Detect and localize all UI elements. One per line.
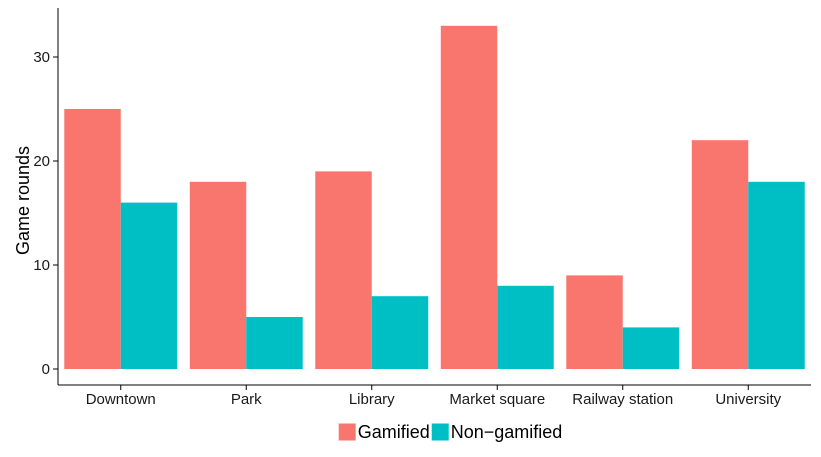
- x-tick-label: Railway station: [572, 391, 673, 408]
- bars-layer: [64, 25, 805, 370]
- bar-gamified-library: [315, 171, 372, 369]
- x-tick-label: Park: [231, 391, 262, 408]
- bar-non-gamified-library: [371, 296, 429, 369]
- x-tick-label: Library: [349, 391, 395, 408]
- bar-non-gamified-park: [246, 317, 303, 369]
- y-tick-label: 10: [33, 257, 50, 274]
- bar-gamified-railway-station: [566, 275, 623, 369]
- x-ticks: Downtown Park Library Market square Railway …: [86, 385, 782, 408]
- y-ticks: 0 10 20 30: [33, 49, 58, 378]
- bar-gamified-park: [189, 181, 247, 369]
- bar-gamified-downtown: [64, 109, 121, 369]
- y-tick-label: 0: [42, 361, 50, 378]
- y-tick-label: 20: [33, 153, 50, 170]
- x-tick-label: Downtown: [86, 391, 156, 408]
- bar-gamified-market-square: [440, 25, 498, 370]
- bar-non-gamified-downtown: [120, 202, 178, 369]
- y-tick-label: 30: [33, 49, 50, 66]
- bar-non-gamified-market-square: [497, 285, 554, 369]
- legend-label-non-gamified: Non−gamified: [451, 422, 563, 442]
- legend-key-gamified: [338, 423, 356, 441]
- bar-non-gamified-university: [748, 181, 805, 369]
- x-tick-label: Market square: [449, 391, 545, 408]
- legend: Gamified Non−gamified: [338, 422, 563, 442]
- y-axis-title: Game rounds: [13, 146, 33, 255]
- bar-gamified-university: [691, 140, 749, 369]
- x-tick-label: University: [715, 391, 781, 408]
- legend-key-non-gamified: [431, 423, 449, 441]
- legend-label-gamified: Gamified: [358, 422, 430, 442]
- bar-non-gamified-railway-station: [622, 327, 680, 369]
